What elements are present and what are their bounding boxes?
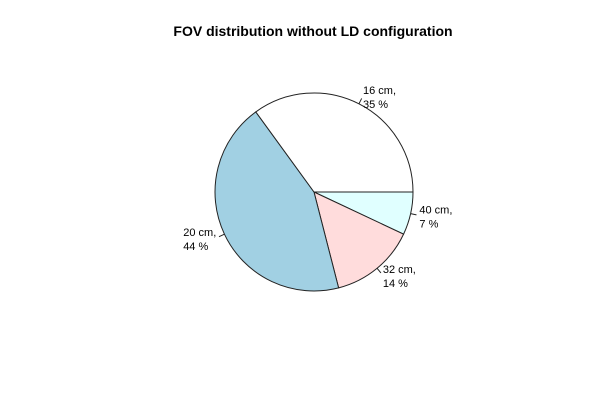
pie-label-leader [410, 213, 417, 216]
pie-slice-label-line2: 35 % [363, 99, 388, 111]
pie-slice-label: 32 cm, 14 % [383, 264, 416, 290]
pie-slice-label: 40 cm, 7 % [419, 205, 452, 231]
pie-slice-label-line1: 40 cm, [419, 205, 452, 217]
pie-slice-label-line1: 16 cm, [363, 85, 396, 97]
chart-title: FOV distribution without LD configuratio… [173, 23, 452, 39]
pie-slice-label-line2: 7 % [419, 219, 438, 231]
pie-slice-label: 16 cm, 35 % [363, 85, 396, 111]
pie-labels: 40 cm, 7 % 32 cm, 14 % 20 cm, 44 % 16 cm, 35 % [183, 85, 452, 290]
pie-slice [255, 92, 414, 193]
pie-slice-label-line1: 32 cm, [383, 264, 416, 276]
pie-slice-label-line2: 14 % [383, 278, 408, 290]
pie-slice-label-line2: 44 % [183, 241, 208, 253]
pie-slice [214, 111, 340, 292]
pie-slice-label-line1: 20 cm, [183, 227, 216, 239]
pie-label-leader [358, 98, 363, 105]
pie-slices [214, 92, 414, 292]
pie-slice [313, 191, 405, 289]
pie-label-leader [218, 233, 225, 238]
pie-slice-label: 20 cm, 44 % [183, 227, 216, 253]
pie-label-leader [376, 267, 382, 274]
